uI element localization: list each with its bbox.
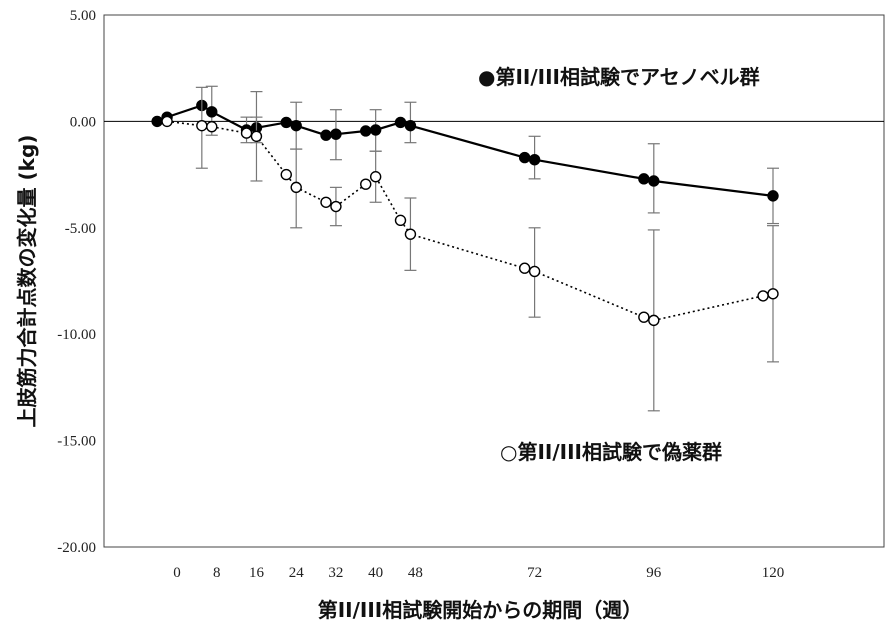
data-point	[757, 290, 769, 302]
data-point	[330, 128, 342, 140]
x-tick-label: 32	[328, 565, 343, 581]
data-point	[528, 265, 541, 278]
data-point	[369, 171, 382, 183]
data-point	[290, 119, 302, 132]
data-point	[648, 175, 660, 187]
x-tick-labels: 0 8 16 24 32 40 48 72 96 120	[173, 565, 784, 581]
data-point	[360, 178, 372, 190]
x-tick-label: 8	[213, 565, 221, 581]
x-tick-label: 0	[173, 565, 181, 581]
y-tick-label: 0.00	[70, 114, 96, 130]
data-point	[161, 115, 173, 128]
data-point	[638, 311, 650, 323]
data-point	[394, 116, 407, 129]
x-tick-label: 96	[646, 565, 662, 581]
x-tick-label: 16	[249, 565, 265, 581]
data-point	[528, 154, 541, 166]
data-point	[290, 181, 302, 194]
data-point	[250, 130, 263, 142]
data-point	[394, 214, 407, 227]
data-point	[518, 151, 531, 164]
data-point	[151, 115, 163, 128]
data-point	[360, 125, 372, 137]
series-line	[156, 104, 774, 197]
series-layer	[151, 85, 779, 412]
x-tick-label: 24	[289, 565, 305, 581]
y-tick-label: 5.00	[70, 8, 96, 24]
x-tick-label: 120	[762, 565, 785, 581]
y-tick-labels: 5.00 0.00 -5.00 -10.00 -15.00 -20.00	[57, 8, 96, 556]
series-treatment	[151, 85, 779, 225]
data-point	[404, 119, 417, 132]
data-point	[369, 124, 382, 136]
series-placebo	[161, 86, 779, 412]
data-point	[648, 314, 660, 327]
data-point	[767, 190, 779, 202]
legend-placebo: ○第II/III相試験で偽薬群	[500, 440, 722, 464]
y-tick-label: -10.00	[57, 327, 96, 343]
data-point	[280, 116, 292, 129]
data-point	[767, 288, 779, 300]
y-tick-label: -20.00	[57, 540, 96, 556]
data-point	[638, 173, 650, 185]
data-point	[330, 200, 342, 213]
data-point	[320, 196, 332, 208]
data-point	[320, 129, 332, 141]
data-point	[240, 127, 253, 139]
data-point	[206, 106, 218, 118]
series-line	[166, 120, 774, 322]
x-tick-label: 48	[408, 565, 423, 581]
plot-area-frame	[103, 14, 885, 548]
legend-treatment: ●第II/III相試験でアセノベル群	[478, 65, 760, 89]
y-tick-label: -5.00	[65, 221, 96, 237]
y-axis-title: 上肢筋力合計点数の変化量 (kg)	[15, 135, 39, 428]
data-point	[196, 119, 208, 132]
data-point	[206, 121, 218, 133]
x-tick-label: 40	[368, 565, 383, 581]
data-point	[280, 168, 292, 181]
x-tick-label: 72	[527, 565, 542, 581]
data-point	[518, 262, 531, 274]
data-point	[404, 228, 417, 240]
y-tick-label: -15.00	[57, 434, 96, 450]
x-axis-title: 第II/III相試験開始からの期間（週）	[318, 598, 643, 622]
